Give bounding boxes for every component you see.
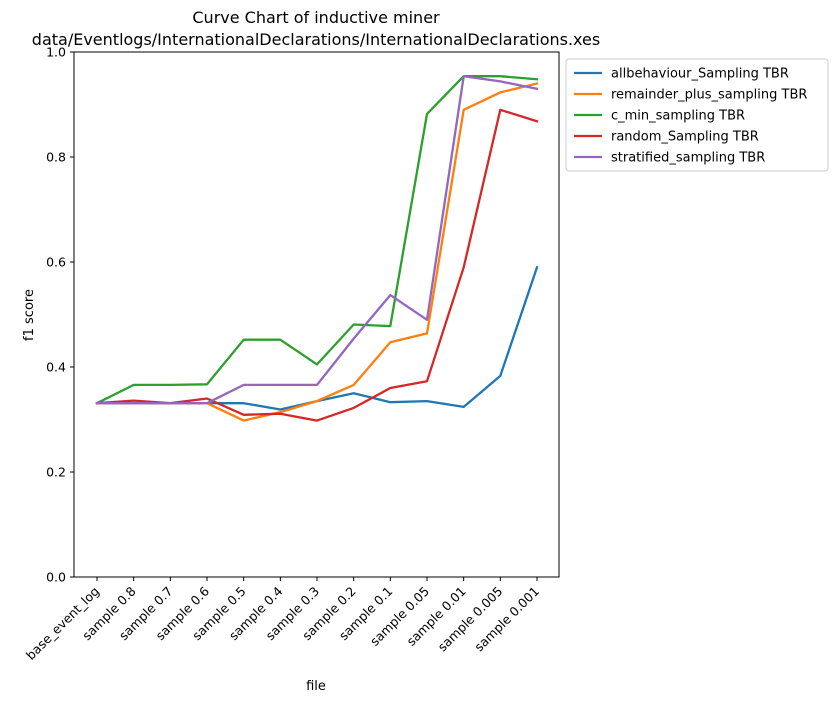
legend-label-1: remainder_plus_sampling TBR <box>611 88 807 103</box>
y-tick-label: 0.4 <box>46 360 66 375</box>
y-tick-label: 0.0 <box>46 570 66 585</box>
series-line-0 <box>95 265 539 411</box>
y-tick-label: 0.6 <box>46 255 66 270</box>
y-axis-ticks: 0.0 0.2 0.4 0.6 0.8 1.0 <box>46 45 74 585</box>
series-line-4 <box>95 75 539 405</box>
y-axis-label: f1 score <box>22 289 37 341</box>
legend: allbehaviour_Sampling TBR remainder_plus_… <box>565 58 829 172</box>
y-tick-label: 0.8 <box>46 150 66 165</box>
chart-title-line2: data/Eventlogs/InternationalDeclarations… <box>32 30 600 49</box>
y-tick-label: 0.2 <box>46 465 66 480</box>
series-line-3 <box>95 108 539 422</box>
legend-label-3: random_Sampling TBR <box>611 130 759 145</box>
legend-label-4: stratified_sampling TBR <box>611 151 765 166</box>
chart-title-line1: Curve Chart of inductive miner <box>192 8 440 27</box>
legend-label-2: c_min_sampling TBR <box>611 109 745 124</box>
legend-box <box>565 58 829 172</box>
y-tick-label: 1.0 <box>46 45 66 60</box>
legend-label-0: allbehaviour_Sampling TBR <box>611 67 789 82</box>
series-line-1 <box>95 82 539 422</box>
plot-lines <box>95 75 539 422</box>
x-axis-label: file <box>306 679 326 694</box>
plot-area-frame <box>73 51 560 578</box>
x-tick-label: sample 0.001 <box>471 584 542 655</box>
